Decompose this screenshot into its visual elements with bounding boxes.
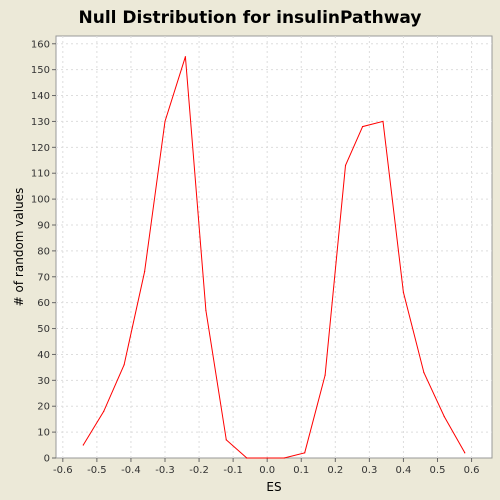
grid [56,36,492,458]
chart-title: Null Distribution for insulinPathway [79,8,422,28]
data-point [324,374,326,376]
x-tick-label: -0.3 [155,465,175,476]
x-tick-label: -0.4 [121,465,141,476]
data-point [382,120,384,123]
y-tick-label: 90 [37,220,50,231]
y-tick-label: 100 [31,195,50,206]
data-point [123,364,125,366]
y-tick-label: 140 [31,91,50,102]
y-tick-label: 80 [37,246,50,257]
x-tick-label: 0.5 [430,465,446,476]
y-axis-label: # of random values [12,188,26,307]
x-tick-label: -0.5 [87,465,107,476]
data-point [266,457,268,459]
x-tick-label: 0.4 [395,465,411,476]
data-point [246,457,248,459]
y-tick-label: 30 [37,376,50,387]
y-tick-label: 120 [31,143,50,154]
x-tick-label: 0.1 [293,465,309,476]
y-tick-label: 0 [44,454,50,465]
x-tick-label: 0.0 [259,465,275,476]
x-axis-label: ES [266,480,281,494]
y-tick-label: 10 [37,428,50,439]
plot-area [55,35,493,459]
x-tick-label: 0.3 [361,465,377,476]
data-point [423,371,425,374]
series-layer [82,56,466,459]
data-point [443,415,445,418]
y-tick-label: 40 [37,350,50,361]
x-tick-label: -0.6 [53,465,73,476]
x-tick-label: -0.2 [189,465,209,476]
y-tick-label: 150 [31,65,50,76]
data-point [143,270,146,273]
data-point [164,120,166,123]
x-axis: -0.6 -0.5 -0.4 -0.3 -0.2 -0.1 0.0 0.1 0.2 0.3 0.4 0… [53,458,480,476]
y-tick-label: 50 [37,324,50,335]
data-point [103,410,105,412]
y-tick-label: 70 [37,272,50,283]
y-tick-label: 130 [31,117,50,128]
y-axis: 0 10 20 30 40 50 60 70 80 90 100 110 120 130 140 150 160 [31,39,56,465]
data-point [283,457,285,459]
series-line [82,56,466,459]
data-point [402,291,405,293]
data-point [344,164,347,167]
data-point [184,56,187,58]
data-point [82,444,84,446]
y-tick-label: 20 [37,402,50,413]
data-point [361,126,364,128]
data-point [304,452,306,454]
data-point [205,309,207,312]
x-tick-label: -0.1 [223,465,243,476]
x-tick-label: 0.2 [327,465,343,476]
x-tick-label: 0.6 [464,465,480,476]
y-tick-label: 60 [37,298,50,309]
data-point [464,452,466,454]
y-tick-label: 110 [31,169,50,180]
data-point [225,439,227,441]
y-tick-label: 160 [31,39,50,50]
